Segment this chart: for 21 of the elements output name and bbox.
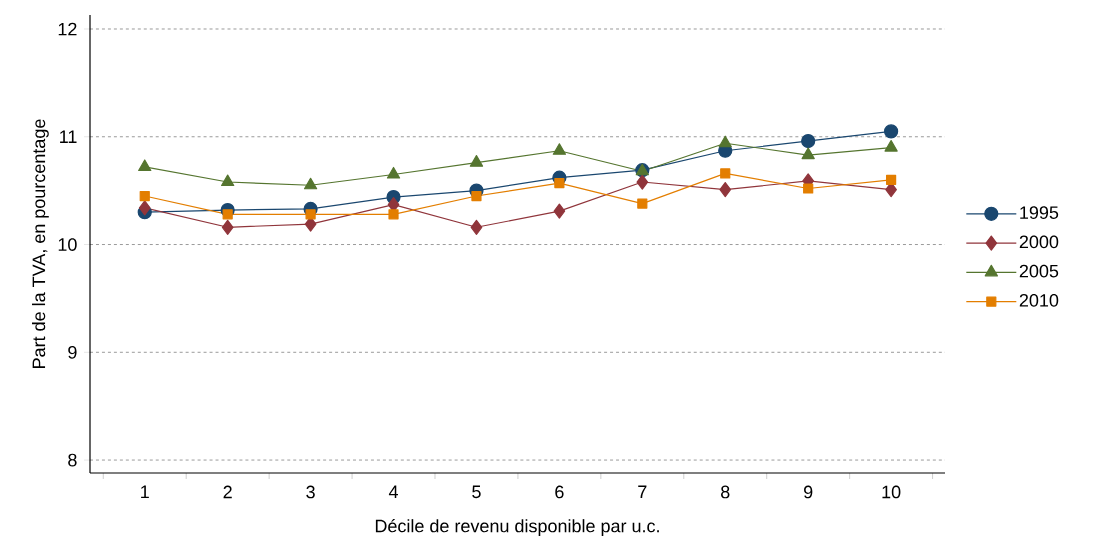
x-tick-label: 5 — [472, 485, 481, 499]
x-tick-label: 7 — [638, 485, 647, 499]
y-tick-label: 12 — [58, 22, 77, 36]
y-tick-label: 11 — [60, 130, 77, 143]
x-tick-label: 9 — [804, 485, 813, 499]
y-tick-label: 10 — [58, 238, 77, 251]
y-axis-title: Part de la TVA, en pourcentage — [32, 119, 49, 368]
y-tick-label: 9 — [68, 345, 77, 359]
legend-label: 2000 — [1019, 235, 1059, 249]
x-tick-label: 1 — [141, 485, 149, 499]
x-axis-title: Décile de revenu disponible par u.c. — [375, 518, 659, 536]
y-tick-label: 8 — [68, 453, 77, 467]
x-tick-label: 4 — [388, 485, 399, 499]
legend-label: 2005 — [1019, 264, 1059, 278]
x-tick-label: 3 — [306, 485, 315, 499]
x-tick-label: 6 — [555, 485, 564, 499]
x-tick-label: 10 — [882, 485, 901, 499]
x-tick-label: 2 — [223, 485, 232, 499]
legend-label: 1995 — [1020, 206, 1059, 219]
x-tick-label: 8 — [721, 485, 730, 499]
legend-label: 2010 — [1019, 294, 1059, 307]
